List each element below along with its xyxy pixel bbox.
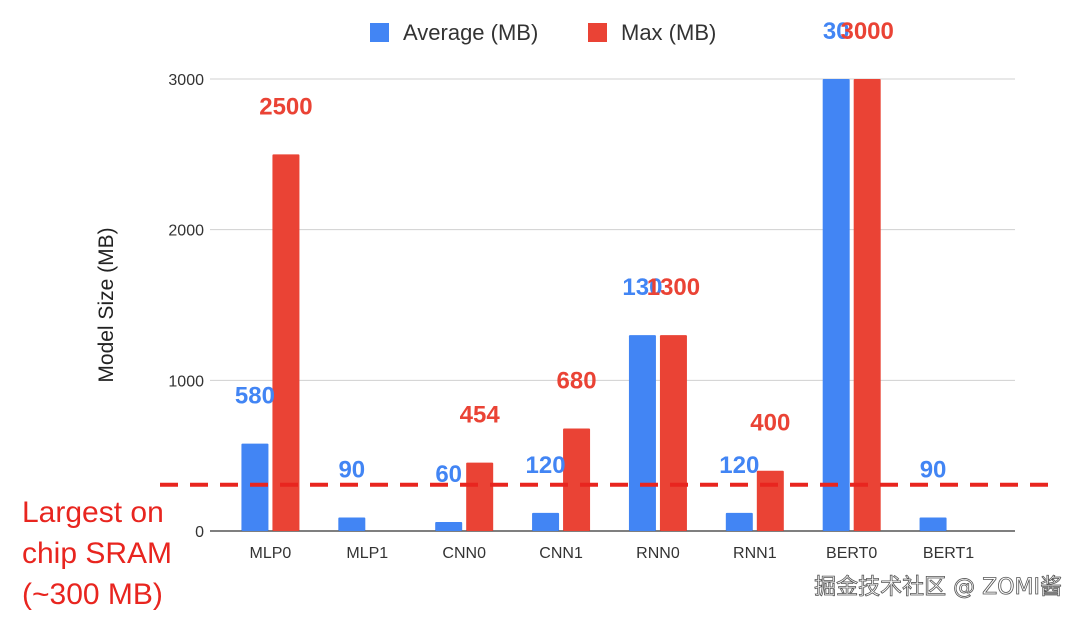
legend-label: Max (MB) xyxy=(621,20,716,45)
x-tick-label: MLP1 xyxy=(346,545,388,562)
bar-CNN1-1 xyxy=(563,428,591,531)
bar-RNN1-1 xyxy=(756,470,784,531)
x-tick-label: MLP0 xyxy=(250,545,292,562)
y-tick-label: 3000 xyxy=(168,72,204,89)
data-label: 2500 xyxy=(259,93,312,120)
data-label: 130 xyxy=(622,274,662,301)
sram-label-line: (~300 MB) xyxy=(22,578,163,611)
legend-swatch xyxy=(588,23,607,42)
data-label: 30 xyxy=(823,18,850,45)
x-tick-label: BERT1 xyxy=(923,545,974,562)
data-label: 580 xyxy=(235,383,275,410)
sram-annotation: Largest on chip SRAM (~300 MB) xyxy=(22,496,172,611)
legend-swatch xyxy=(370,23,389,42)
sram-label-line: Largest on xyxy=(22,496,164,529)
data-label: 1300 xyxy=(647,274,700,301)
x-tick-label: BERT0 xyxy=(826,545,877,562)
data-label: 454 xyxy=(460,402,501,429)
bar-BERT0-1 xyxy=(853,79,881,531)
watermark: 掘金技术社区 @ ZOMI酱 xyxy=(814,575,1062,600)
bar-MLP0-0 xyxy=(241,443,269,531)
gridlines xyxy=(210,78,1015,532)
y-axis-label: Model Size (MB) xyxy=(95,227,118,382)
data-label: 3000 xyxy=(840,18,893,45)
data-label: 120 xyxy=(719,452,759,479)
data-label: 90 xyxy=(920,456,947,483)
bar-MLP0-1 xyxy=(272,154,300,532)
bar-RNN1-0 xyxy=(725,512,753,531)
bar-RNN0-0 xyxy=(628,335,656,531)
x-axis-ticks: MLP0 MLP1 CNN0 CNN1 RNN0 RNN1 BERT0 BERT1 xyxy=(250,545,975,562)
bar-CNN0-1 xyxy=(466,462,494,531)
bar-CNN1-0 xyxy=(532,512,560,531)
bar-RNN0-1 xyxy=(659,335,687,531)
legend: Average (MB) Max (MB) xyxy=(370,20,716,45)
bar-BERT0-0 xyxy=(822,79,850,531)
y-tick-label: 1000 xyxy=(168,373,204,390)
x-tick-label: RNN0 xyxy=(636,545,680,562)
bar-CNN0-0 xyxy=(435,521,463,531)
data-label: 680 xyxy=(557,368,597,395)
bars xyxy=(241,79,947,532)
x-tick-label: CNN1 xyxy=(539,545,583,562)
bar-MLP1-0 xyxy=(338,517,366,531)
data-label: 120 xyxy=(526,452,566,479)
y-axis-ticks: 0 1000 2000 3000 xyxy=(168,72,204,541)
sram-label-line: chip SRAM xyxy=(22,537,172,570)
x-tick-label: CNN0 xyxy=(442,545,486,562)
data-label: 90 xyxy=(338,456,365,483)
legend-label: Average (MB) xyxy=(403,20,538,45)
bar-BERT1-0 xyxy=(919,517,947,531)
y-tick-label: 2000 xyxy=(168,223,204,240)
x-tick-label: RNN1 xyxy=(733,545,777,562)
y-tick-label: 0 xyxy=(195,524,204,541)
data-label: 400 xyxy=(750,410,790,437)
